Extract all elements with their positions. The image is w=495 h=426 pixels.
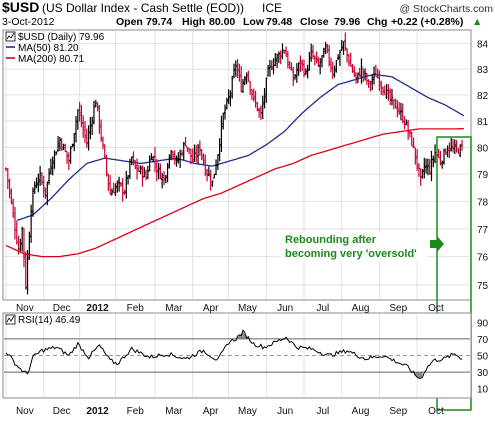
watermark: @ StockCharts.com xyxy=(399,3,493,15)
x-tick-label: Sep xyxy=(389,406,407,417)
ma50-line xyxy=(16,73,465,222)
rsi-path xyxy=(5,329,463,379)
x-axis-labels-top: Nov Dec 2012 Feb Mar Apr May Jun Jul Aug Sep Oct xyxy=(16,303,444,314)
x-tick-label: Feb xyxy=(127,406,145,417)
price-tick-label: 77 xyxy=(477,225,489,236)
price-bars xyxy=(4,32,464,295)
x-tick-label: Jul xyxy=(316,406,329,417)
rsi-legend: RSI(14) 46.49 xyxy=(5,314,81,326)
x-tick-label: Mar xyxy=(165,303,183,314)
x-tick-label: 2012 xyxy=(86,406,109,417)
rsi-tick-label: 90 xyxy=(477,318,489,329)
x-tick-label: Sep xyxy=(389,303,407,314)
price-legend: $USD (Daily) 79.96 MA(50) 81.20 MA(200) … xyxy=(5,31,105,65)
chg-label: Chg xyxy=(367,16,387,28)
price-tick-label: 76 xyxy=(477,253,489,264)
x-tick-label: Apr xyxy=(203,303,219,314)
x-tick-label: Apr xyxy=(203,406,219,417)
chg-value: +0.22 (+0.28%) xyxy=(391,16,463,28)
price-tick-label: 79 xyxy=(477,170,489,181)
x-tick-label: 2012 xyxy=(86,303,109,314)
x-tick-label: Mar xyxy=(165,406,183,417)
rsi-zone-fill xyxy=(237,332,249,339)
price-tick-label: 80 xyxy=(477,143,489,154)
ma200-path xyxy=(5,127,464,258)
x-tick-label: Aug xyxy=(352,406,370,417)
legend-rsi: RSI(14) 46.49 xyxy=(18,315,81,326)
rsi-tick-label: 30 xyxy=(477,368,489,379)
annotation-line2: becoming very 'oversold' xyxy=(285,248,417,260)
x-axis-labels-bottom: Nov Dec 2012 Feb Mar Apr May Jun Jul Aug Sep Oct xyxy=(16,406,444,417)
chg-up-arrow-icon: ▲ xyxy=(472,16,482,28)
x-tick-label: Jun xyxy=(277,303,293,314)
high-label: High xyxy=(182,16,205,28)
x-tick-label: Aug xyxy=(352,303,370,314)
low-label: Low xyxy=(243,16,265,28)
x-tick-label: Dec xyxy=(53,303,71,314)
symbol-title: $USD xyxy=(2,0,39,15)
low-value: 79.48 xyxy=(266,16,292,28)
price-tick-label: 78 xyxy=(477,197,489,208)
price-tick-label: 81 xyxy=(477,117,489,128)
open-value: 79.74 xyxy=(146,16,172,28)
open-label: Open xyxy=(116,16,143,28)
annotation-line1: Rebounding after xyxy=(285,234,377,246)
rsi-tick-label: 50 xyxy=(477,352,489,363)
high-value: 80.00 xyxy=(209,16,235,28)
legend-ma50: MA(50) 81.20 xyxy=(18,43,79,54)
price-tick-label: 83 xyxy=(477,65,489,76)
close-value: 79.96 xyxy=(334,16,360,28)
rsi-line xyxy=(5,329,463,379)
rsi-tick-label: 10 xyxy=(477,385,489,396)
ma200-line xyxy=(5,127,464,258)
rsi-tick-label: 70 xyxy=(477,335,489,346)
x-tick-label: Jun xyxy=(277,406,293,417)
legend-price: $USD (Daily) 79.96 xyxy=(18,32,105,43)
oversold-annotation: Rebounding after becoming very 'oversold… xyxy=(281,136,472,411)
rsi-zone-fill xyxy=(413,372,423,379)
ma50-path xyxy=(16,73,465,222)
arrow-right-icon xyxy=(430,236,444,252)
x-tick-label: Nov xyxy=(16,303,34,314)
price-y-axis: 75 76 77 78 79 80 81 82 83 84 xyxy=(477,40,489,292)
rsi-y-axis: 10 30 50 70 90 xyxy=(477,318,489,395)
chart-header: $USD (US Dollar Index - Cash Settle (EOD… xyxy=(2,0,493,28)
price-tick-label: 82 xyxy=(477,91,489,102)
price-tick-label: 75 xyxy=(477,281,489,292)
x-tick-label: Feb xyxy=(127,303,145,314)
x-tick-label: Nov xyxy=(16,406,34,417)
symbol-name: (US Dollar Index - Cash Settle (EOD)) xyxy=(42,1,244,15)
x-tick-label: Oct xyxy=(428,303,444,314)
x-tick-label: Jul xyxy=(316,303,329,314)
x-tick-label: May xyxy=(238,406,257,417)
price-tick-label: 84 xyxy=(477,40,489,51)
legend-ma200: MA(200) 80.71 xyxy=(18,54,85,65)
x-tick-label: Dec xyxy=(53,406,71,417)
x-tick-label: May xyxy=(238,303,257,314)
x-tick-label: Oct xyxy=(428,406,444,417)
exchange-label: ICE xyxy=(262,1,282,15)
close-label: Close xyxy=(300,16,329,28)
quote-date: 3-Oct-2012 xyxy=(2,16,55,28)
